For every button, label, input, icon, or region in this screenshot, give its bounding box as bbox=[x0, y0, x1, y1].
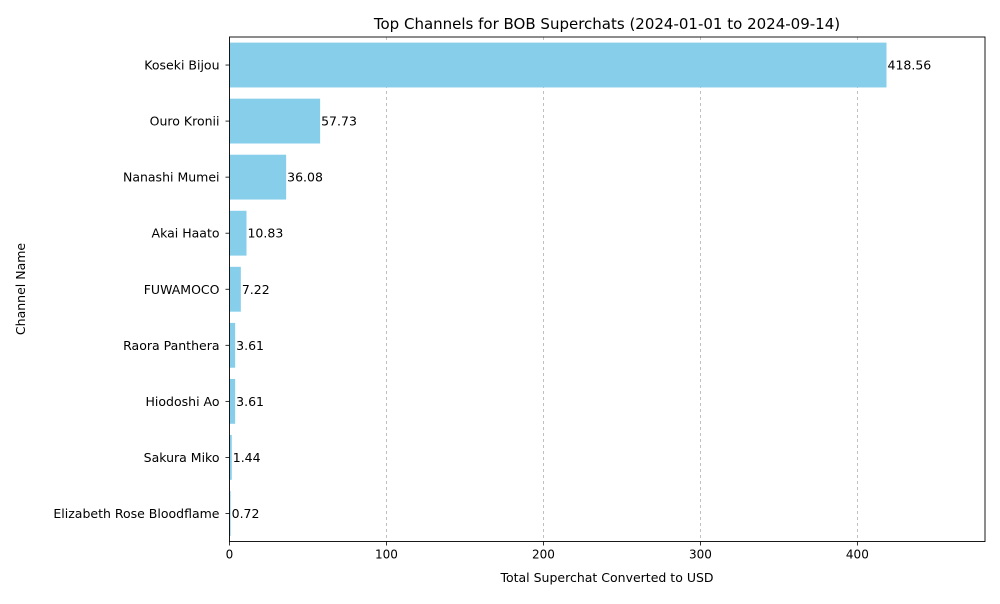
bar bbox=[229, 210, 247, 256]
bars bbox=[229, 42, 887, 536]
x-axis-label: Total Superchat Converted to USD bbox=[499, 570, 713, 585]
y-tick-label: Raora Panthera bbox=[123, 338, 219, 353]
bar-value-label: 3.61 bbox=[236, 338, 264, 353]
bar-value-label: 10.83 bbox=[247, 226, 283, 241]
y-tick-label: Elizabeth Rose Bloodflame bbox=[53, 506, 219, 521]
bar bbox=[229, 378, 236, 424]
y-axis-label: Channel Name bbox=[13, 243, 28, 335]
bar bbox=[229, 98, 321, 144]
bar bbox=[229, 322, 236, 368]
axes: 0 100 200 300 400 Koseki Bijou Ouro Kronii Nana… bbox=[53, 36, 986, 562]
x-tick-label: 100 bbox=[375, 548, 398, 562]
y-tick-label: Koseki Bijou bbox=[144, 58, 219, 73]
bar-value-label: 36.08 bbox=[287, 170, 323, 185]
bar-value-label: 57.73 bbox=[321, 114, 357, 129]
bar bbox=[229, 266, 241, 312]
bar-value-label: 3.61 bbox=[236, 394, 264, 409]
bar bbox=[229, 491, 231, 536]
x-tick-label: 300 bbox=[689, 548, 712, 562]
y-tick-label: Sakura Miko bbox=[144, 450, 220, 465]
chart-title: Top Channels for BOB Superchats (2024-01… bbox=[373, 15, 840, 33]
bar bbox=[229, 154, 287, 200]
x-tick-label: 200 bbox=[532, 548, 555, 562]
x-tick-label: 400 bbox=[846, 548, 869, 562]
y-tick-label: Nanashi Mumei bbox=[123, 170, 220, 185]
y-tick-label: Ouro Kronii bbox=[150, 114, 220, 129]
bar-value-label: 418.56 bbox=[888, 58, 932, 73]
bar-value-label: 0.72 bbox=[232, 506, 260, 521]
y-tick-label: FUWAMOCO bbox=[144, 282, 220, 297]
grid-lines bbox=[386, 37, 858, 542]
plot-frame bbox=[229, 36, 986, 542]
bar bbox=[229, 42, 887, 88]
y-tick-label: Hiodoshi Ao bbox=[146, 394, 220, 409]
x-tick-label: 0 bbox=[226, 548, 234, 562]
y-tick-label: Akai Haato bbox=[152, 226, 220, 241]
bar-value-label: 7.22 bbox=[242, 282, 270, 297]
bar bbox=[229, 434, 232, 480]
value-labels: 418.56 57.73 36.08 10.83 7.22 3.61 3.61 1.44 0.7… bbox=[232, 58, 932, 521]
bar-value-label: 1.44 bbox=[233, 450, 261, 465]
